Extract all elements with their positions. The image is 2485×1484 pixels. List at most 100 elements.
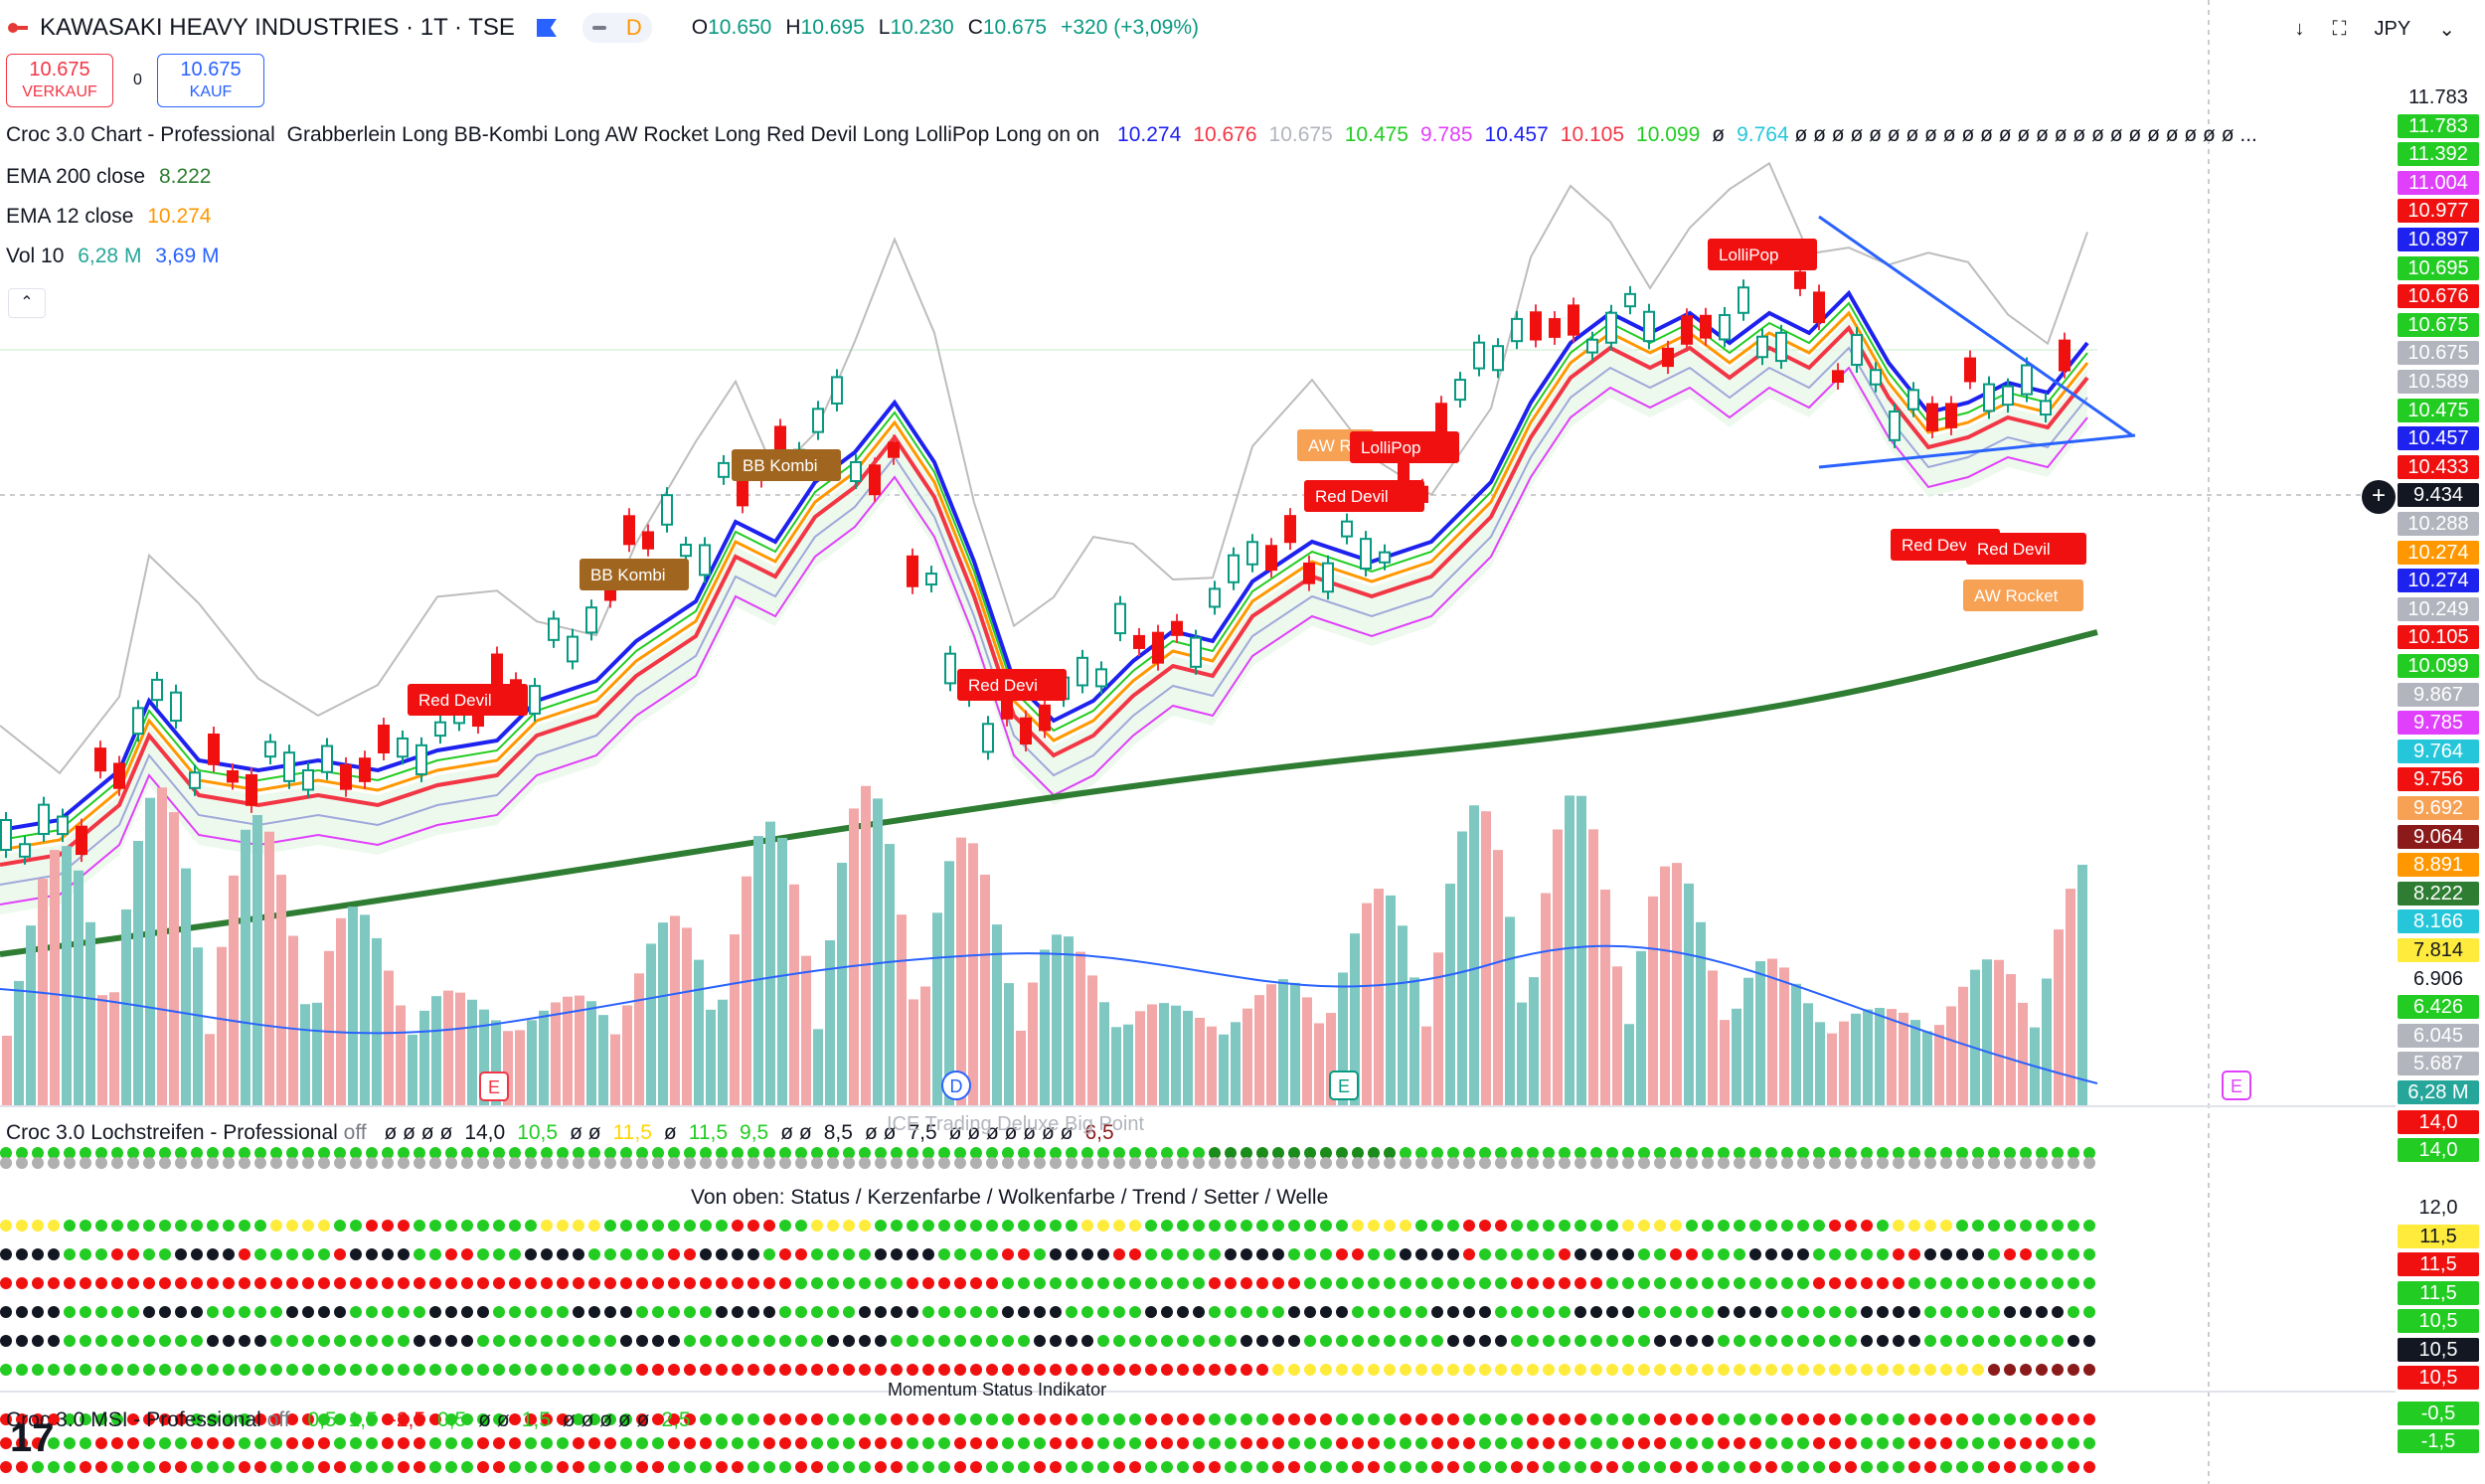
lochstreifen-dot xyxy=(1288,1147,1300,1159)
msi-dot xyxy=(1129,1413,1141,1425)
signal-label[interactable]: Red Devil xyxy=(408,684,528,716)
status-dot xyxy=(525,1364,537,1376)
msi-dot xyxy=(525,1461,537,1473)
status-dot xyxy=(1034,1335,1046,1347)
status-dot xyxy=(1972,1335,1984,1347)
signal-label[interactable]: LolliPop xyxy=(1708,239,1817,270)
candle-body xyxy=(907,555,918,587)
status-dot xyxy=(1209,1306,1221,1318)
lochstreifen-dot-grey xyxy=(859,1157,871,1169)
status-dot xyxy=(795,1364,807,1376)
buy-button[interactable]: 10.675 KAUF xyxy=(157,54,264,107)
status-dot xyxy=(1893,1306,1905,1318)
lochstreifen-dot xyxy=(143,1147,155,1159)
price-tag: 10.589 xyxy=(2398,370,2479,394)
status-dot xyxy=(620,1220,632,1232)
status-dot xyxy=(557,1277,569,1289)
msi-dot xyxy=(2020,1461,2032,1473)
status-dot xyxy=(843,1248,855,1260)
status-dot xyxy=(1606,1248,1618,1260)
volume-bar xyxy=(1183,1010,1193,1105)
signal-label[interactable]: BB Kombi xyxy=(732,449,841,481)
msi-dot xyxy=(1368,1413,1380,1425)
status-dot xyxy=(270,1248,282,1260)
signal-label[interactable]: Red Devi xyxy=(957,669,1067,701)
volume-bar xyxy=(1541,893,1551,1105)
status-dot xyxy=(1972,1248,1984,1260)
chart-toolbar-right: ↓ ⛶ JPY ⌄ xyxy=(2295,14,2485,44)
volume-bar xyxy=(288,935,298,1105)
crosshair-add-icon[interactable]: + xyxy=(2362,480,2396,514)
msi-dot xyxy=(1431,1437,1443,1449)
msi-dot xyxy=(2036,1437,2048,1449)
volume-bar xyxy=(1887,1009,1897,1105)
status-dot xyxy=(64,1277,76,1289)
status-dot xyxy=(1447,1306,1459,1318)
msi-legend[interactable]: Croc 3.0 MSI - Professional off 0,5 1,5 -2… xyxy=(6,1408,691,1432)
msi-dot xyxy=(747,1437,759,1449)
signal-label[interactable]: AW Rocket xyxy=(1963,579,2083,611)
croc-chart-legend[interactable]: Croc 3.0 Chart - Professional Grabberlei… xyxy=(6,123,2257,147)
msi-dot xyxy=(684,1461,696,1473)
arrow-down-icon[interactable]: ↓ xyxy=(2294,17,2305,40)
status-pane-title: Von oben: Status / Kerzenfarbe / Wolkenf… xyxy=(691,1186,1329,1209)
collapse-legend-button[interactable]: ⌃ xyxy=(8,288,46,318)
signal-label[interactable]: Red Devil xyxy=(1304,480,1424,512)
status-dot xyxy=(700,1364,712,1376)
msi-dot xyxy=(1241,1413,1252,1425)
status-dot xyxy=(1940,1364,1952,1376)
msi-dot xyxy=(1654,1413,1666,1425)
status-dot xyxy=(1002,1364,1014,1376)
sell-button[interactable]: 10.675 VERKAUF xyxy=(6,54,113,107)
msi-dot xyxy=(477,1413,489,1425)
status-dot xyxy=(429,1335,441,1347)
market-status-pill[interactable]: D xyxy=(581,13,652,43)
status-dot xyxy=(875,1306,887,1318)
status-dot xyxy=(732,1306,744,1318)
lochstreifen-legend[interactable]: Croc 3.0 Lochstreifen - Professional off… xyxy=(6,1121,1114,1145)
volume-bar xyxy=(1922,1031,1932,1105)
msi-dot xyxy=(509,1461,521,1473)
msi-dot xyxy=(1129,1461,1141,1473)
currency-selector[interactable]: JPY xyxy=(2374,17,2411,40)
signal-label[interactable]: BB Kombi xyxy=(580,559,689,590)
flag-marker-icon[interactable] xyxy=(536,19,557,37)
msi-dot xyxy=(95,1461,107,1473)
status-dot xyxy=(668,1306,680,1318)
status-dot xyxy=(1718,1220,1730,1232)
status-dot xyxy=(1400,1306,1411,1318)
chevron-down-icon[interactable]: ⌄ xyxy=(2438,18,2455,41)
status-dot xyxy=(270,1220,282,1232)
lochstreifen-dot-grey xyxy=(302,1157,314,1169)
msi-dot xyxy=(1988,1437,2000,1449)
lochstreifen-dot xyxy=(1050,1147,1062,1159)
msi-dot xyxy=(700,1461,712,1473)
status-dot xyxy=(477,1277,489,1289)
msi-watermark: Momentum Status Indikator xyxy=(888,1380,1107,1400)
msi-dot xyxy=(1336,1461,1348,1473)
croc-value: 10.676 xyxy=(1193,123,1257,146)
candle-body xyxy=(1870,369,1882,386)
status-dot xyxy=(64,1364,76,1376)
volume-legend[interactable]: Vol 10 6,28 M 3,69 M xyxy=(6,245,219,268)
msi-dot xyxy=(1956,1413,1968,1425)
status-dot xyxy=(779,1306,791,1318)
volume-bar xyxy=(1028,982,1038,1105)
candle-body xyxy=(1492,345,1504,372)
lochstreifen-dot-grey xyxy=(175,1157,187,1169)
signal-label[interactable]: LolliPop xyxy=(1350,431,1459,463)
status-dot xyxy=(1988,1248,2000,1260)
lochstreifen-dot-grey xyxy=(334,1157,346,1169)
status-dot xyxy=(64,1248,76,1260)
msi-dot xyxy=(1304,1413,1316,1425)
ema12-legend[interactable]: EMA 12 close 10.274 xyxy=(6,205,211,229)
volume-bar xyxy=(14,980,24,1105)
event-marker xyxy=(2222,1071,2251,1100)
status-dot xyxy=(429,1306,441,1318)
signal-label[interactable]: Red Devil xyxy=(1966,533,2086,565)
fullscreen-icon[interactable]: ⛶ xyxy=(2332,17,2347,40)
msi-dot xyxy=(732,1461,744,1473)
ema200-legend[interactable]: EMA 200 close 8.222 xyxy=(6,165,212,189)
symbol-title[interactable]: KAWASAKI HEAVY INDUSTRIES · 1T · TSE xyxy=(40,14,515,41)
